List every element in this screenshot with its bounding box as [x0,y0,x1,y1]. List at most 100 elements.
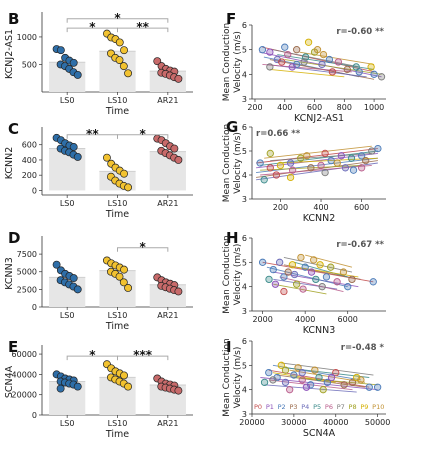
data-point [119,62,128,71]
y-tick-label: 3 [242,95,247,104]
y-tick-label: 6 [242,234,247,243]
panel-label: H [226,229,239,247]
data-point [281,43,289,51]
y-axis-label: Mean ConductionVelocity (m/s) [222,235,243,313]
data-point [288,261,297,269]
x-tick-label: 600 [354,203,369,212]
legend-entry: P2 [278,403,286,411]
data-point [265,368,273,377]
x-tick-label: 4000 [295,315,315,324]
data-point [374,144,382,153]
data-point [174,156,183,164]
correlation-label: r=-0.48 * [341,343,385,353]
panel-label: D [8,229,20,247]
data-point [260,176,268,184]
data-point [258,258,267,266]
data-point [321,168,329,177]
x-tick-label: AR21 [157,311,178,320]
significance-label: ** [136,20,149,34]
data-point [56,384,65,393]
correlation-label: r=0.66 ** [256,129,301,139]
data-point [294,364,302,372]
x-tick-label: 600 [307,103,322,112]
data-point [306,381,315,389]
y-tick-label: 5 [242,361,247,370]
data-point [327,263,335,271]
x-axis-label: KCNN2 [303,213,336,224]
legend-entry: P9 [360,403,368,411]
data-point [73,382,82,391]
data-point [327,156,335,165]
y-axis-label: KCNN2 [4,147,15,180]
data-point [288,63,296,71]
data-point [266,63,274,71]
data-point [269,265,277,274]
panel-f: F 3 4 5 6 200 400 600 800 1000 r=-0.60 ** KCNJ2-AS1 [226,10,386,124]
data-point [278,58,286,66]
x-tick-label: 2000 [252,315,272,324]
data-point [340,381,348,389]
data-point [258,46,267,54]
data-point [124,284,133,292]
data-point [286,173,295,182]
significance-label: * [89,348,96,362]
significance-label: ** [86,127,99,141]
legend-entry: P8 [349,403,357,411]
data-point [124,382,133,391]
x-tick-label: 30000 [281,418,306,427]
significance-label: * [140,240,147,254]
y-tick-label: 60000 [12,350,37,359]
data-point [301,263,309,271]
regression-line [293,377,378,386]
data-point [73,152,82,161]
panel-d: D 0 2500 5000 7500 * LS0 LS10 AR21 Time KCNN3 [4,229,193,332]
x-axis-label: SCN4A [303,428,336,439]
data-point [265,275,273,284]
panel-label: C [8,120,19,138]
data-point [353,373,361,382]
data-point [348,275,356,284]
significance-bracket [117,134,169,139]
data-point [297,154,305,162]
y-axis-label: KCNJ2-AS1 [4,29,15,79]
data-point [348,378,357,387]
data-point [170,144,179,153]
y-axis-label: Mean ConductionVelocity (m/s) [222,23,243,101]
data-point [357,152,366,160]
data-point [281,366,290,374]
x-tick-label: 6000 [338,315,358,324]
y-tick-label: 3 [242,195,247,204]
regression-line [256,152,378,169]
x-tick-label: 200 [273,203,288,212]
regression-line [262,64,352,73]
panel-label: I [226,338,232,356]
data-point [293,46,301,54]
y-axis-label: Mean ConductionVelocity (m/s) [222,124,243,202]
data-point [347,154,356,162]
y-tick-label: 2500 [17,285,37,294]
data-point [357,164,366,172]
data-point [310,256,318,264]
x-tick-label: LS10 [108,96,128,105]
regression-line [285,367,370,378]
panel-i: I 3 4 5 6 20000 30000 40000 50000 r=-0.48 * SCN4A P… [226,337,390,439]
y-tick-label: 3 [242,410,247,419]
data-point [343,65,351,74]
data-point [56,46,65,55]
data-point [73,285,82,294]
data-point [277,361,285,369]
data-point [115,272,124,281]
y-tick-label: 40000 [12,370,37,379]
y-tick-label: 4 [242,171,247,180]
data-point [370,70,378,78]
significance-bracket [66,18,169,23]
y-tick-label: 0 [32,186,37,195]
data-point [69,58,78,67]
legend-entry: P5 [313,403,321,411]
regression-line [270,152,372,162]
y-tick-label: 6 [242,21,247,30]
regression-line [264,384,357,393]
